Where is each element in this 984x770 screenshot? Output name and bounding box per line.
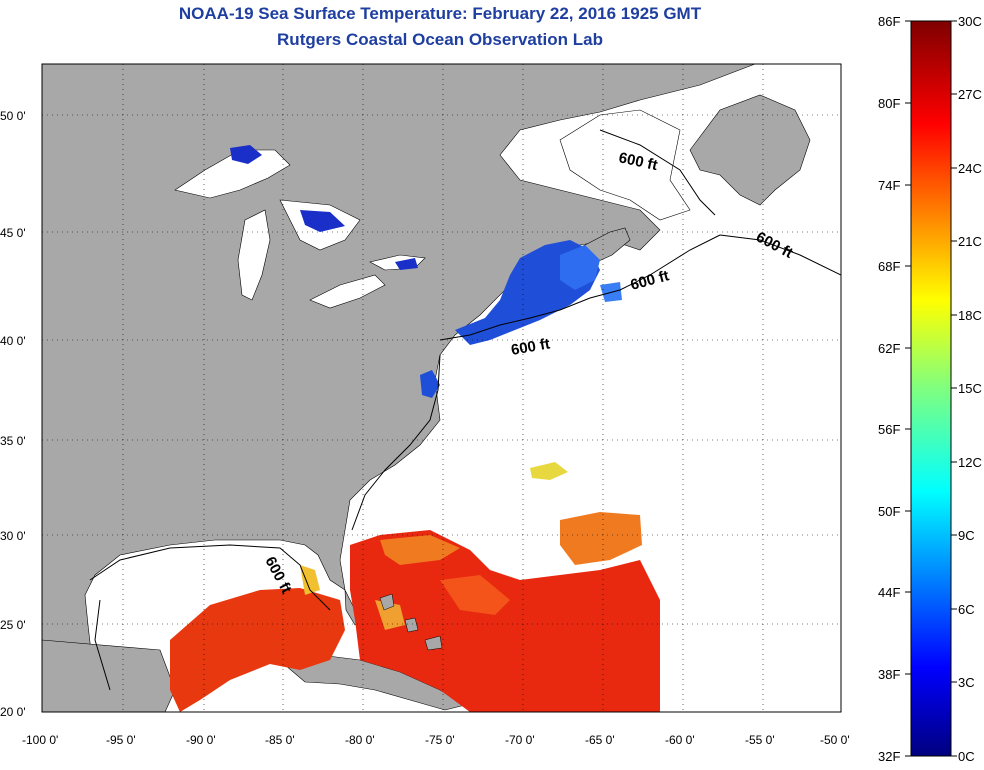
- colorbar-f-label: 74F: [878, 178, 901, 193]
- islands: [379, 593, 443, 651]
- colorbar-c-label: 12C: [958, 455, 982, 470]
- colorbar-f-label: 86F: [878, 14, 901, 29]
- longitude-labels: -100 0' -95 0' -90 0' -85 0' -80 0' -75 …: [22, 733, 850, 747]
- graticule: [42, 64, 841, 712]
- lat-label: 50 0': [0, 109, 26, 123]
- lat-label: 40 0': [0, 334, 26, 348]
- colorbar-c-label: 6C: [958, 602, 975, 617]
- lon-label: -95 0': [106, 733, 136, 747]
- colorbar-c-label: 18C: [958, 308, 982, 323]
- lon-label: -70 0': [505, 733, 535, 747]
- lon-label: -75 0': [425, 733, 455, 747]
- lon-label: -55 0': [745, 733, 775, 747]
- colorbar-c-label: 0C: [958, 749, 975, 764]
- lon-label: -100 0': [22, 733, 58, 747]
- colorbar-f-label: 50F: [878, 504, 901, 519]
- colorbar-c-label: 21C: [958, 234, 982, 249]
- lat-label: 25 0': [0, 618, 26, 632]
- colorbar-f-label: 68F: [878, 259, 901, 274]
- colorbar-c-label: 30C: [958, 14, 982, 29]
- map-title: NOAA-19 Sea Surface Temperature: Februar…: [178, 4, 702, 23]
- colorbar-c-label: 27C: [958, 87, 982, 102]
- plot-border: [41, 63, 842, 713]
- lon-label: -60 0': [665, 733, 695, 747]
- lon-label: -80 0': [345, 733, 375, 747]
- lat-label: 30 0': [0, 529, 26, 543]
- land: [42, 64, 811, 712]
- colorbar-ticks: [905, 20, 957, 757]
- lat-label: 20 0': [0, 705, 26, 719]
- map-subtitle: Rutgers Coastal Ocean Observation Lab: [277, 30, 603, 49]
- isobath-600ft: [89, 129, 841, 691]
- colorbar-f-label: 38F: [878, 667, 901, 682]
- colorbar-f-label: 44F: [878, 585, 901, 600]
- gulf-of-st-lawrence: [559, 109, 691, 221]
- cold-water-region: [230, 145, 622, 398]
- colorbar-c-label: 9C: [958, 528, 975, 543]
- colorbar-f-label: 56F: [878, 422, 901, 437]
- colorbar: [910, 20, 952, 757]
- lon-label: -85 0': [265, 733, 295, 747]
- lon-label: -65 0': [585, 733, 615, 747]
- colorbar-f-label: 32F: [878, 749, 901, 764]
- colorbar-f-label: 62F: [878, 341, 901, 356]
- colorbar-c-label: 3C: [958, 675, 975, 690]
- great-lakes: [174, 149, 426, 309]
- colorbar-c-label: 15C: [958, 381, 982, 396]
- lat-label: 35 0': [0, 434, 26, 448]
- lat-label: 45 0': [0, 226, 26, 240]
- warm-water-region: [170, 462, 660, 712]
- lon-label: -50 0': [820, 733, 850, 747]
- isobath-label: 600 ft: [510, 335, 552, 359]
- colorbar-f-label: 80F: [878, 96, 901, 111]
- lon-label: -90 0': [186, 733, 216, 747]
- latitude-labels: 50 0' 45 0' 40 0' 35 0' 30 0' 25 0' 20 0…: [0, 109, 26, 719]
- colorbar-c-label: 24C: [958, 161, 982, 176]
